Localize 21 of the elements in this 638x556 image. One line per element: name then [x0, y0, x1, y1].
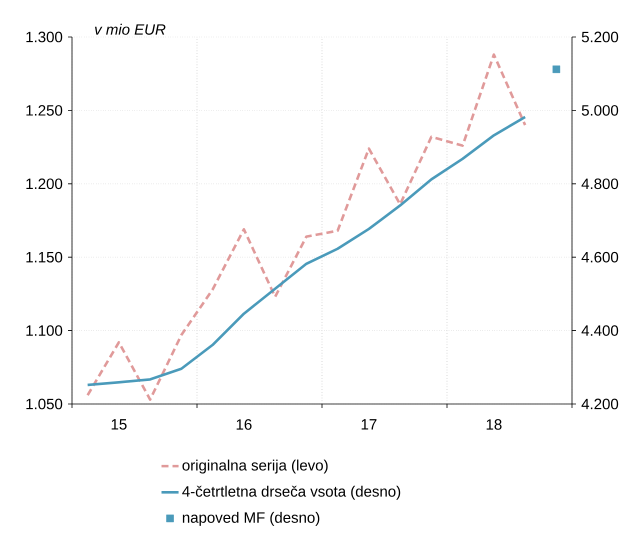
x-tick-label: 15 — [112, 419, 127, 430]
y2-tick-label: 4.200 — [582, 398, 618, 410]
x-tick-label: 18 — [486, 419, 502, 430]
y-tick-label: 1.250 — [26, 105, 62, 116]
y2-tick-label: 4.800 — [582, 178, 618, 190]
y-axis-title: v mio EUR — [95, 24, 166, 35]
y-tick-label: 1.150 — [26, 252, 62, 262]
y2-tick-label: 5.000 — [582, 105, 618, 116]
y-tick-label: 1.050 — [26, 398, 62, 410]
x-tick-label: 17 — [362, 419, 376, 430]
y-tick-label: 1.100 — [26, 325, 62, 336]
y-tick-label: 1.200 — [26, 178, 62, 190]
legend-label: originalna serija (levo) — [182, 460, 328, 474]
y2-tick-label: 4.400 — [582, 325, 618, 336]
legend-label: 4-četrtletna drseča vsota (desno) — [182, 486, 400, 500]
y2-tick-label: 5.200 — [582, 32, 618, 42]
line-series — [86, 53, 526, 401]
y2-tick-label: 4.600 — [582, 252, 618, 262]
x-tick-label: 16 — [236, 419, 252, 430]
legend-label: napoved MF (desno) — [182, 512, 320, 526]
y-tick-label: 1.300 — [26, 32, 62, 42]
